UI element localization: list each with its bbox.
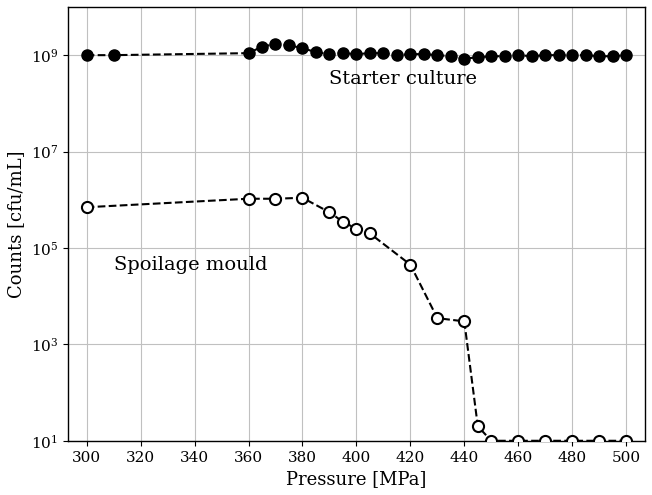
Text: Spoilage mould: Spoilage mould (113, 256, 267, 274)
Text: Starter culture: Starter culture (329, 70, 477, 88)
Y-axis label: Counts [cfu/mL]: Counts [cfu/mL] (7, 150, 25, 297)
X-axis label: Pressure [MPa]: Pressure [MPa] (286, 470, 426, 488)
